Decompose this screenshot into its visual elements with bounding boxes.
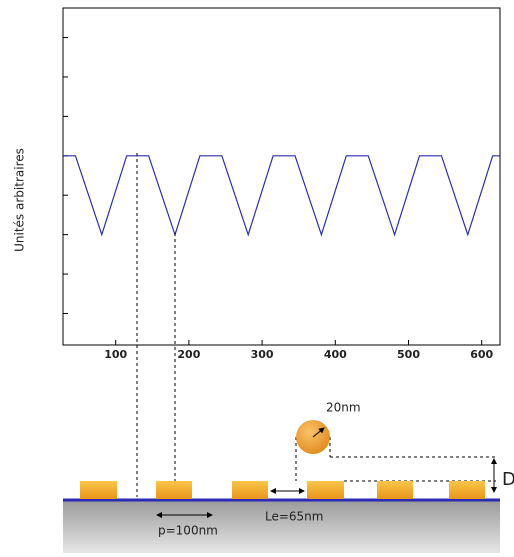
radius-arrow: [312, 427, 325, 438]
x-tick-label: 600: [470, 348, 493, 361]
gold-lines: [80, 481, 485, 499]
substrate: [63, 500, 500, 553]
x-tick-label: 400: [324, 348, 347, 361]
period-label: p=100nm: [158, 524, 218, 538]
x-tick-label: 200: [177, 348, 200, 361]
data-line: [63, 155, 500, 237]
particle-label: 20nm: [326, 401, 361, 415]
y-axis-label: Unités arbitraires: [13, 148, 27, 252]
height-label: D: [502, 469, 514, 490]
x-tick-label: 300: [251, 348, 274, 361]
x-tick-label: 500: [397, 348, 420, 361]
spacing-label: Le=65nm: [265, 510, 323, 524]
plot: 100 200 300 400 500 600: [63, 37, 500, 361]
x-tick-label: 100: [104, 348, 127, 361]
plot-frame: [62, 7, 501, 346]
